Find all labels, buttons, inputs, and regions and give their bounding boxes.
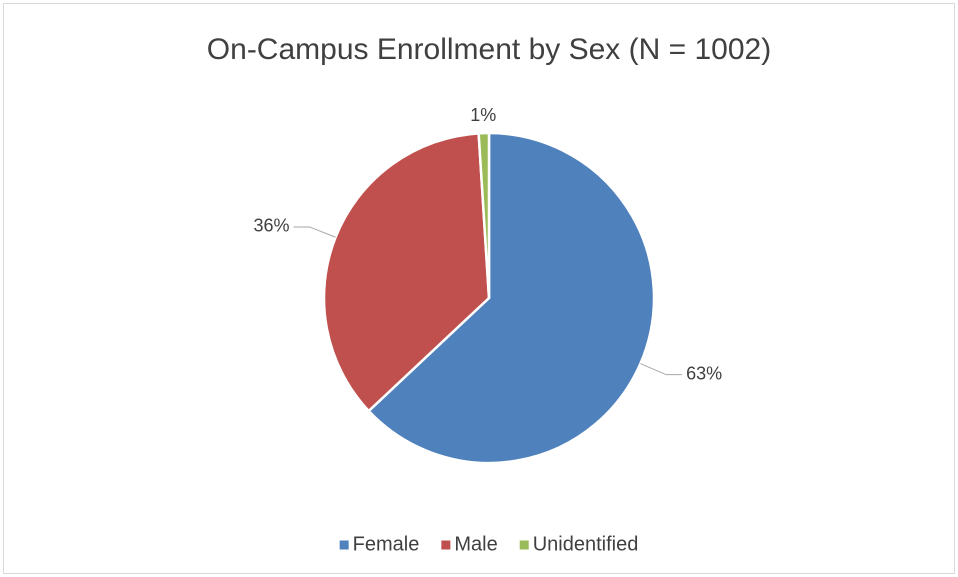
legend-label: Male [454,533,497,555]
data-label: 63% [686,363,722,383]
pie-slice [477,131,491,299]
legend-label: Unidentified [533,533,639,555]
legend-swatch [441,540,451,550]
leader-line [640,363,683,376]
pie-slice [322,131,491,413]
legend-swatch [519,540,529,550]
legend-label: Female [353,533,420,555]
chart-title: On-Campus Enrollment by Sex (N = 1002) [207,33,771,66]
leader-line [293,226,336,238]
data-label: 36% [254,216,290,236]
legend-swatch [339,540,349,550]
data-label: 1% [470,105,496,125]
